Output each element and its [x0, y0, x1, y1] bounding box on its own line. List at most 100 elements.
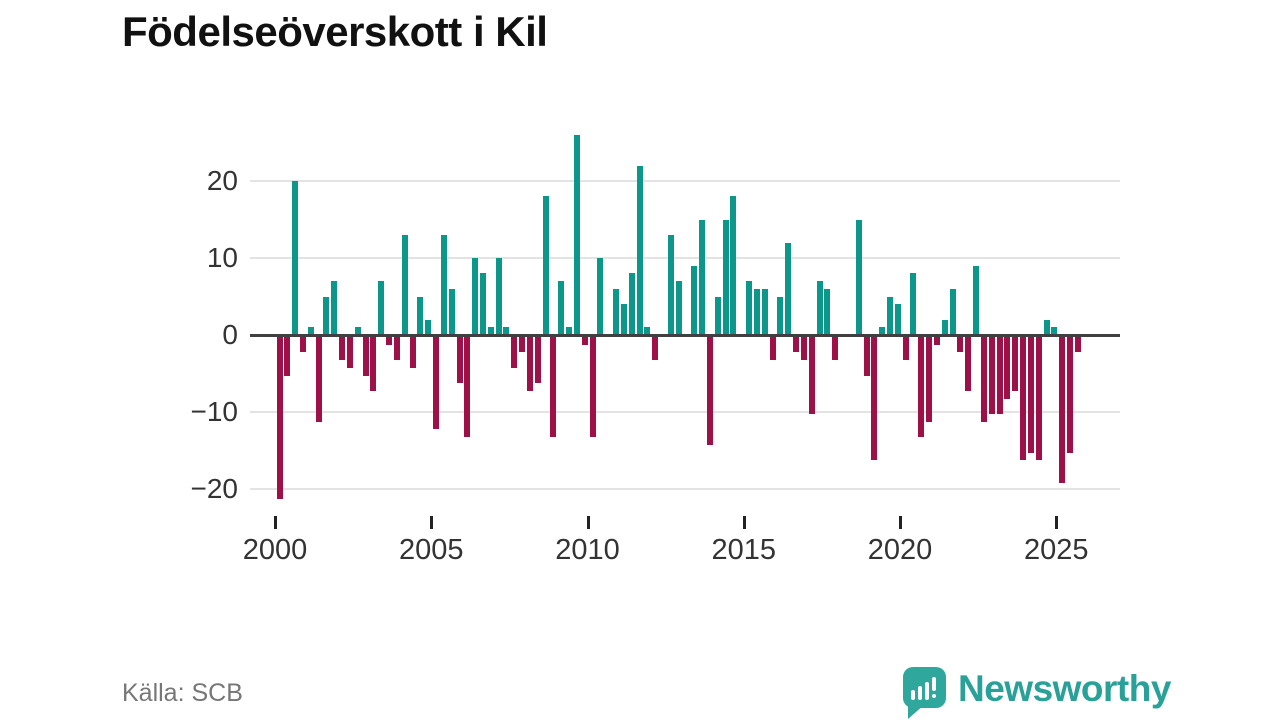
bar-2024-q4[interactable]	[1051, 327, 1058, 335]
bar-2001-q1[interactable]	[307, 327, 314, 335]
bar-2009-q2[interactable]	[566, 327, 573, 335]
bar-2010-q2[interactable]	[597, 258, 604, 335]
bar-2006-q1[interactable]	[464, 337, 471, 438]
bar-2002-q1[interactable]	[339, 337, 346, 361]
bar-2019-q3[interactable]	[887, 296, 893, 335]
bar-2009-q3[interactable]	[573, 134, 580, 335]
gridline	[250, 257, 1120, 259]
bar-2017-q2[interactable]	[816, 281, 823, 335]
bar-2015-q3[interactable]	[761, 288, 768, 335]
bar-2013-q4[interactable]	[706, 337, 713, 445]
bar-2009-q4[interactable]	[581, 337, 588, 345]
bar-2007-q1[interactable]	[495, 258, 502, 335]
bar-2004-q4[interactable]	[425, 319, 432, 335]
bar-2010-q1[interactable]	[589, 337, 596, 438]
bar-2025-q3[interactable]	[1074, 337, 1081, 353]
bar-2017-q1[interactable]	[808, 337, 815, 414]
bar-2018-q4[interactable]	[863, 337, 870, 376]
bar-2004-q1[interactable]	[401, 234, 408, 335]
bar-2002-q4[interactable]	[362, 337, 369, 376]
bar-2023-q1[interactable]	[996, 337, 1003, 414]
bar-2014-q1[interactable]	[714, 296, 721, 335]
bar-2007-q3[interactable]	[511, 337, 518, 368]
bar-2002-q2[interactable]	[346, 337, 353, 368]
bar-2011-q4[interactable]	[644, 327, 651, 335]
bar-2023-q4[interactable]	[1020, 337, 1027, 461]
bar-2005-q2[interactable]	[440, 234, 447, 335]
bar-2003-q3[interactable]	[386, 337, 393, 345]
bar-2016-q3[interactable]	[793, 337, 800, 353]
bar-2020-q4[interactable]	[926, 337, 933, 422]
bar-2006-q4[interactable]	[487, 327, 494, 335]
bar-2000-q2[interactable]	[284, 337, 291, 376]
bar-2015-q4[interactable]	[769, 337, 776, 361]
bar-2018-q3[interactable]	[855, 219, 862, 335]
bar-2024-q1[interactable]	[1027, 337, 1034, 453]
bar-2020-q2[interactable]	[910, 273, 917, 335]
bar-2015-q1[interactable]	[746, 281, 753, 335]
bar-2015-q2[interactable]	[753, 288, 760, 335]
bar-2008-q3[interactable]	[542, 196, 549, 335]
bar-2016-q2[interactable]	[785, 242, 792, 335]
bar-2011-q2[interactable]	[628, 273, 635, 335]
bar-2001-q3[interactable]	[323, 296, 330, 335]
bar-2012-q4[interactable]	[675, 281, 682, 335]
bar-2020-q3[interactable]	[918, 337, 925, 438]
bar-2017-q3[interactable]	[824, 288, 831, 335]
bar-2003-q2[interactable]	[378, 281, 385, 335]
bar-2022-q2[interactable]	[973, 265, 980, 335]
bar-2008-q4[interactable]	[550, 337, 557, 438]
bar-2002-q3[interactable]	[354, 327, 361, 335]
bar-2005-q1[interactable]	[433, 337, 440, 430]
bar-2008-q2[interactable]	[534, 337, 541, 384]
bar-2021-q2[interactable]	[941, 319, 948, 335]
bar-2005-q4[interactable]	[456, 337, 463, 384]
bar-2005-q3[interactable]	[448, 288, 455, 335]
bar-2020-q1[interactable]	[902, 337, 909, 361]
bar-2013-q2[interactable]	[691, 265, 698, 335]
bar-2011-q1[interactable]	[620, 304, 627, 335]
bar-2019-q1[interactable]	[871, 337, 878, 461]
bar-2024-q3[interactable]	[1043, 319, 1050, 335]
bar-2007-q4[interactable]	[519, 337, 526, 353]
bar-2022-q1[interactable]	[965, 337, 972, 391]
bar-2004-q2[interactable]	[409, 337, 416, 368]
bar-2023-q2[interactable]	[1004, 337, 1011, 399]
bar-2022-q3[interactable]	[980, 337, 987, 422]
bar-2001-q2[interactable]	[315, 337, 322, 422]
bar-2024-q2[interactable]	[1035, 337, 1042, 461]
bar-2019-q2[interactable]	[879, 327, 886, 335]
bar-2014-q2[interactable]	[722, 219, 729, 335]
bar-2012-q3[interactable]	[667, 234, 674, 335]
bar-2023-q3[interactable]	[1012, 337, 1019, 391]
bar-2021-q1[interactable]	[933, 337, 940, 345]
bar-2006-q3[interactable]	[480, 273, 486, 335]
newsworthy-logo[interactable]: Newsworthy	[901, 665, 1171, 720]
bar-2004-q3[interactable]	[417, 296, 424, 335]
bar-2000-q1[interactable]	[276, 337, 283, 499]
bar-2007-q2[interactable]	[503, 327, 510, 335]
bar-2003-q1[interactable]	[370, 337, 377, 391]
bar-2010-q4[interactable]	[613, 288, 620, 335]
bar-2000-q4[interactable]	[299, 337, 306, 353]
bar-2000-q3[interactable]	[292, 181, 299, 335]
bar-2008-q1[interactable]	[526, 337, 533, 391]
bar-2003-q4[interactable]	[393, 337, 400, 361]
bar-2006-q2[interactable]	[472, 258, 479, 335]
bar-2016-q1[interactable]	[777, 296, 784, 335]
bar-2001-q4[interactable]	[331, 281, 338, 335]
bar-2009-q1[interactable]	[558, 281, 565, 335]
bar-2021-q4[interactable]	[957, 337, 964, 353]
bar-2011-q3[interactable]	[636, 165, 643, 335]
bar-2016-q4[interactable]	[800, 337, 807, 361]
bar-2014-q3[interactable]	[730, 196, 737, 335]
y-axis-label: −20	[190, 473, 239, 504]
bar-2022-q4[interactable]	[988, 337, 995, 414]
bar-2013-q3[interactable]	[699, 219, 706, 335]
bar-2017-q4[interactable]	[832, 337, 839, 361]
bar-2025-q1[interactable]	[1059, 337, 1066, 484]
bar-2019-q4[interactable]	[894, 304, 901, 335]
bar-2021-q3[interactable]	[949, 288, 956, 335]
bar-2025-q2[interactable]	[1067, 337, 1074, 453]
bar-2012-q1[interactable]	[652, 337, 659, 361]
